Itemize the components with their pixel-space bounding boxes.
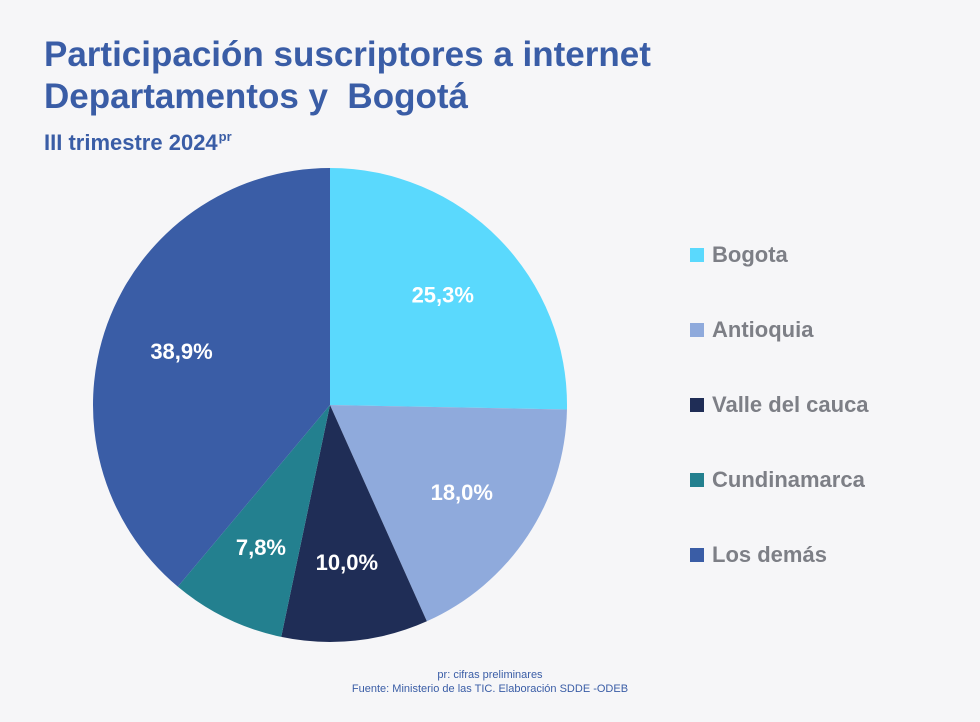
subtitle-text: III trimestre 2024 (44, 130, 218, 155)
legend-swatch (690, 323, 704, 337)
subtitle-superscript: pr (218, 129, 232, 144)
footer-note: pr: cifras preliminares (437, 669, 543, 681)
data-label-valle-del-cauca: 10,0% (316, 550, 378, 575)
legend-swatch (690, 248, 704, 262)
pie-slice-bogota (330, 168, 567, 410)
legend-item-valle-del-cauca: Valle del cauca (690, 390, 869, 420)
legend-label: Los demás (712, 542, 827, 567)
pie-slice-los-demas (93, 168, 330, 587)
legend-item-antioquia: Antioquia (690, 315, 869, 345)
legend-item-cundinamarca: Cundinamarca (690, 465, 869, 495)
data-label-cundinamarca: 7,8% (236, 535, 286, 560)
data-label-bogota: 25,3% (412, 282, 474, 307)
legend: Bogota Antioquia Valle del cauca Cundinamar… (690, 240, 869, 615)
legend-item-bogota: Bogota (690, 240, 869, 270)
legend-swatch (690, 548, 704, 562)
legend-label: Valle del cauca (712, 392, 869, 417)
legend-label: Antioquia (712, 317, 814, 342)
legend-swatch (690, 398, 704, 412)
pie-slice-antioquia (330, 405, 567, 622)
title-block: Participación suscriptores a internet De… (44, 34, 651, 156)
data-label-los-demas: 38,9% (150, 339, 212, 364)
legend-label: Cundinamarca (712, 467, 865, 492)
footer: pr: cifras preliminares Fuente: Minister… (0, 668, 980, 696)
footer-source: Fuente: Ministerio de las TIC. Elaboraci… (351, 683, 629, 695)
legend-label: Bogota (712, 242, 788, 267)
pie-slice-cundinamarca (177, 405, 330, 637)
chart-title-line1: Participación suscriptores a internet (44, 35, 651, 74)
chart-title-line2: Departamentos y Bogotá (44, 77, 468, 116)
chart-subtitle: III trimestre 2024pr (44, 124, 651, 156)
legend-item-los-demas: Los demás (690, 540, 869, 570)
pie-slice-valle-del-cauca (281, 405, 427, 642)
legend-swatch (690, 473, 704, 487)
data-label-antioquia: 18,0% (431, 480, 493, 505)
